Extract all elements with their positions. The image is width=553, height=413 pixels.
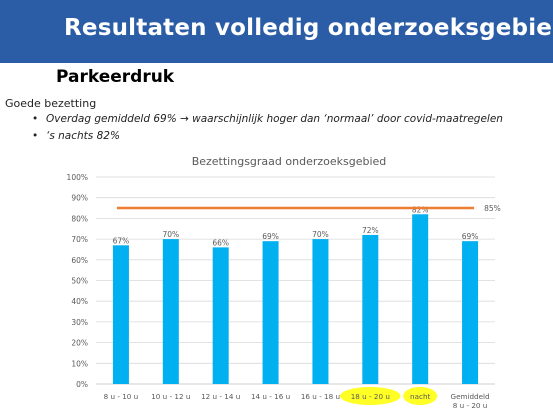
- bullet-list: Overdag gemiddeld 69% → waarschijnlijk h…: [32, 113, 503, 147]
- highlight-mark: [340, 387, 401, 405]
- bar: [462, 241, 479, 384]
- data-label: 82%: [412, 205, 429, 214]
- intro-text: Goede bezetting: [5, 97, 97, 110]
- data-label: 69%: [462, 232, 479, 241]
- title-banner: Resultaten volledig onderzoeksgebied: [0, 0, 553, 63]
- y-tick-label: 50%: [71, 277, 88, 286]
- y-tick-label: 100%: [67, 173, 88, 182]
- bar: [162, 239, 179, 384]
- data-label: 67%: [113, 236, 130, 245]
- y-tick-label: 80%: [71, 214, 88, 223]
- x-tick-label: 16 u - 18 u: [301, 392, 340, 401]
- bar: [212, 247, 229, 384]
- x-tick-label: 14 u - 16 u: [251, 392, 290, 401]
- x-tick-label: 10 u - 12 u: [151, 392, 190, 401]
- y-tick-label: 60%: [71, 256, 88, 265]
- x-tick-label: 18 u - 20 u: [351, 392, 390, 401]
- bar: [312, 239, 329, 384]
- data-label: 66%: [212, 238, 229, 247]
- bar: [362, 234, 379, 384]
- x-tick-label: 8 u - 10 u: [104, 392, 139, 401]
- x-tick-label: 8 u - 20 u: [453, 401, 488, 410]
- bar: [262, 241, 279, 384]
- y-tick-label: 0%: [76, 380, 88, 389]
- data-label: 69%: [262, 232, 279, 241]
- data-label: 70%: [312, 230, 329, 239]
- bullet-night: ‘s nachts 82%: [32, 130, 503, 147]
- chart-title: Bezettingsgraad onderzoeksgebied: [192, 155, 387, 168]
- slide-title: Resultaten volledig onderzoeksgebied: [64, 15, 553, 41]
- y-tick-label: 20%: [71, 339, 88, 348]
- data-label: 72%: [362, 226, 379, 235]
- bar: [112, 245, 129, 384]
- highlight-mark: [403, 387, 438, 405]
- x-tick-label: nacht: [410, 392, 430, 401]
- reference-line-label: 85%: [484, 204, 501, 213]
- section-title: Parkeerdruk: [56, 67, 175, 87]
- x-tick-label: Gemiddeld: [451, 392, 490, 401]
- bullet-daytime: Overdag gemiddeld 69% → waarschijnlijk h…: [32, 113, 503, 130]
- y-tick-label: 90%: [71, 194, 88, 203]
- y-tick-label: 40%: [71, 297, 88, 306]
- x-tick-label: 12 u - 14 u: [201, 392, 240, 401]
- y-tick-label: 70%: [71, 235, 88, 244]
- y-tick-label: 30%: [71, 318, 88, 327]
- bar: [412, 214, 429, 384]
- y-tick-label: 10%: [71, 359, 88, 368]
- data-label: 70%: [162, 230, 179, 239]
